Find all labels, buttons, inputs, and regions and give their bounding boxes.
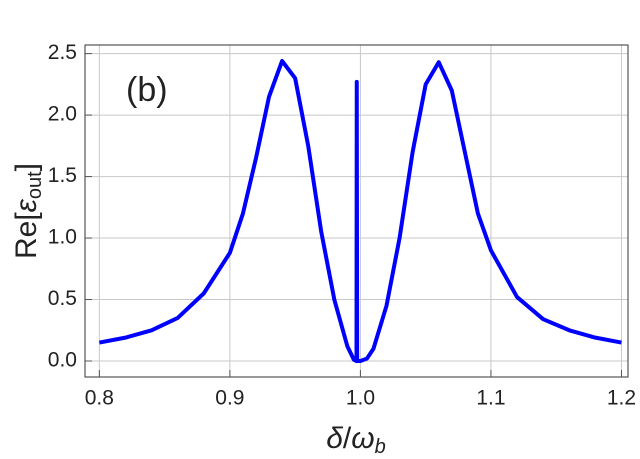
- y-label-part: ε: [10, 198, 43, 212]
- x-label-part: /: [343, 422, 352, 455]
- annotation: (b): [126, 71, 168, 109]
- x-axis-label: δ/ωb: [326, 422, 386, 458]
- y-axis-label: Re[εout]: [10, 163, 46, 259]
- x-label-part: b: [375, 436, 386, 458]
- x-tick-label: 1.1: [476, 387, 505, 410]
- x-tick-label: 1.2: [607, 387, 636, 410]
- x-tick-label: 0.9: [215, 387, 244, 410]
- y-tick-label: 2.0: [48, 103, 77, 126]
- x-tick-label: 0.8: [85, 387, 114, 410]
- plot-frame: [84, 44, 629, 378]
- y-tick-label: 0.0: [48, 349, 77, 372]
- y-label-part: Re[: [10, 212, 43, 259]
- y-label-part: ]: [10, 163, 43, 171]
- data-line: [98, 58, 622, 364]
- y-tick-label: 0.5: [48, 287, 77, 310]
- x-label-part: δ: [326, 422, 343, 455]
- x-tick-label: 1.0: [346, 387, 375, 410]
- y-tick-label: 1.0: [48, 226, 77, 249]
- y-label-part: out: [24, 171, 46, 199]
- y-tick-label: 2.5: [48, 41, 77, 64]
- x-label-part: ω: [351, 422, 374, 455]
- y-tick-label: 1.5: [48, 164, 77, 187]
